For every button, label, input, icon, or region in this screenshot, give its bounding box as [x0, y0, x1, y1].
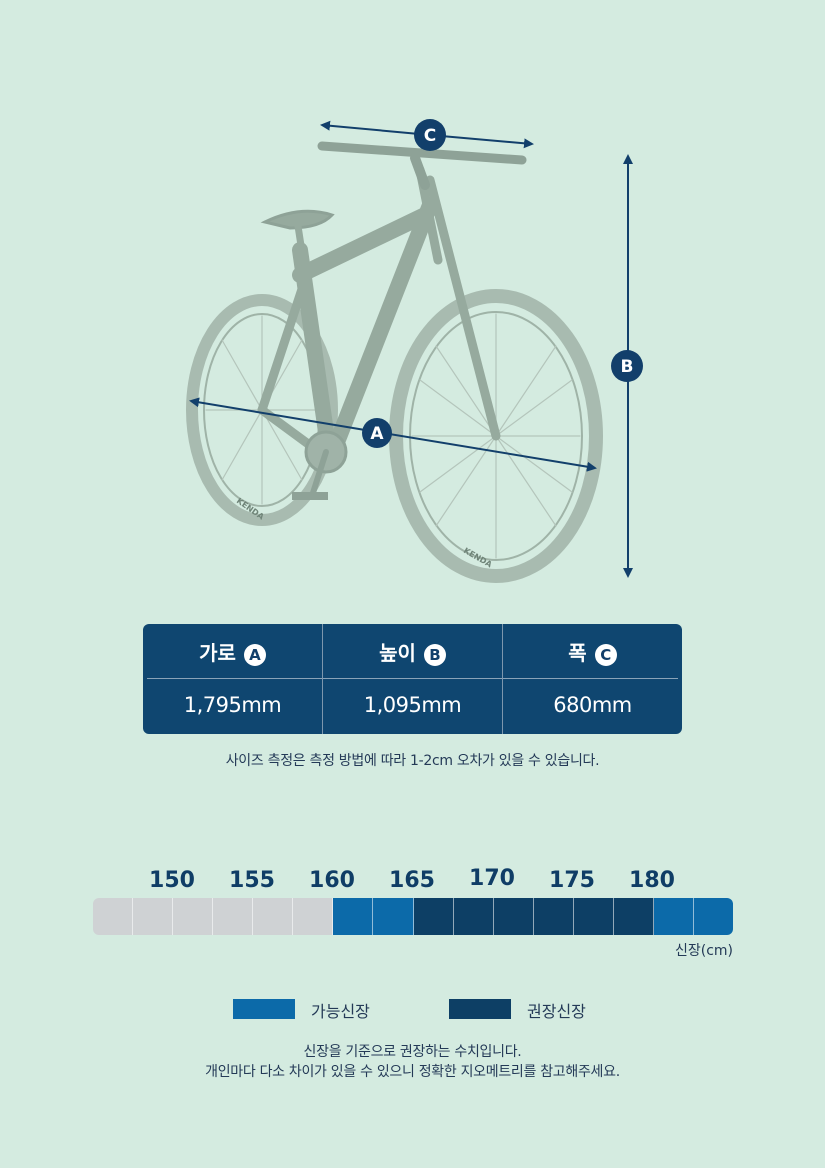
legend-swatch-recommended — [449, 999, 511, 1019]
spec-header-label: 가로 — [199, 641, 236, 665]
footer-note-line1: 신장을 기준으로 권장하는 수치입니다. — [303, 1044, 522, 1060]
arrow-a-right — [364, 429, 597, 472]
spec-value-height: 1,095mm — [363, 693, 462, 717]
height-segment-gray — [133, 898, 174, 935]
legend-label-recommended: 권장신장 — [527, 1002, 586, 1021]
height-segment-gray — [93, 898, 134, 935]
badge-c-label: C — [424, 126, 436, 146]
height-segment-gray — [213, 898, 254, 935]
footer-note-line2: 개인마다 다소 차이가 있을 수 있으니 정확한 지오메트리를 참고해주세요. — [205, 1064, 620, 1080]
dimension-arrows — [189, 120, 633, 578]
spec-column-height: 높이 B 1,095mm — [322, 624, 502, 734]
legend-swatch-possible — [233, 999, 295, 1019]
height-segment-light — [333, 898, 374, 935]
height-tick: 160 — [309, 868, 355, 893]
height-tick: 180 — [629, 868, 675, 893]
badge-c: C — [414, 119, 446, 151]
height-range-bar — [93, 898, 733, 935]
bike-dimension-diagram: KENDA KENDA A B C — [186, 119, 643, 583]
spec-table-divider — [147, 678, 678, 679]
spec-badge-b: B — [423, 643, 446, 666]
height-tick: 155 — [229, 868, 275, 893]
height-segment-dark — [493, 898, 534, 935]
height-segment-light — [653, 898, 694, 935]
spec-header-label: 높이 — [379, 641, 416, 665]
legend-label-possible: 가능신장 — [311, 1002, 370, 1021]
badge-b: B — [611, 350, 643, 382]
height-segment-light — [693, 898, 733, 935]
spec-value-width: 1,795mm — [183, 693, 282, 717]
spec-header-width: 가로 A — [143, 624, 322, 678]
badge-b-label: B — [621, 357, 634, 377]
height-segment-gray — [293, 898, 334, 935]
arrow-a — [189, 397, 366, 431]
height-segment-dark — [533, 898, 574, 935]
height-segment-gray — [173, 898, 214, 935]
spec-badge-a: A — [243, 643, 266, 666]
height-segment-dark — [453, 898, 494, 935]
arrow-c — [320, 120, 431, 136]
badge-a-label: A — [370, 424, 384, 444]
height-segment-dark — [413, 898, 454, 935]
height-segment-dark — [613, 898, 654, 935]
spec-header-label: 폭 — [568, 641, 587, 665]
height-tick: 170 — [469, 866, 515, 891]
height-segment-dark — [573, 898, 614, 935]
height-tick: 150 — [149, 868, 195, 893]
height-segment-light — [373, 898, 414, 935]
height-segment-gray — [253, 898, 294, 935]
size-tolerance-note: 사이즈 측정은 측정 방법에 따라 1-2cm 오차가 있을 수 있습니다. — [225, 753, 600, 769]
spec-value-depth: 680mm — [553, 693, 632, 717]
spec-header-height: 높이 B — [323, 624, 502, 678]
badge-a: A — [362, 418, 392, 448]
height-tick: 175 — [549, 868, 595, 893]
height-unit-label: 신장(cm) — [674, 943, 733, 959]
bike-illustration — [186, 141, 603, 583]
spec-badge-c: C — [594, 643, 617, 666]
spec-column-width: 가로 A 1,795mm — [143, 624, 322, 734]
height-tick: 165 — [389, 868, 435, 893]
arrow-c-right — [429, 134, 534, 149]
